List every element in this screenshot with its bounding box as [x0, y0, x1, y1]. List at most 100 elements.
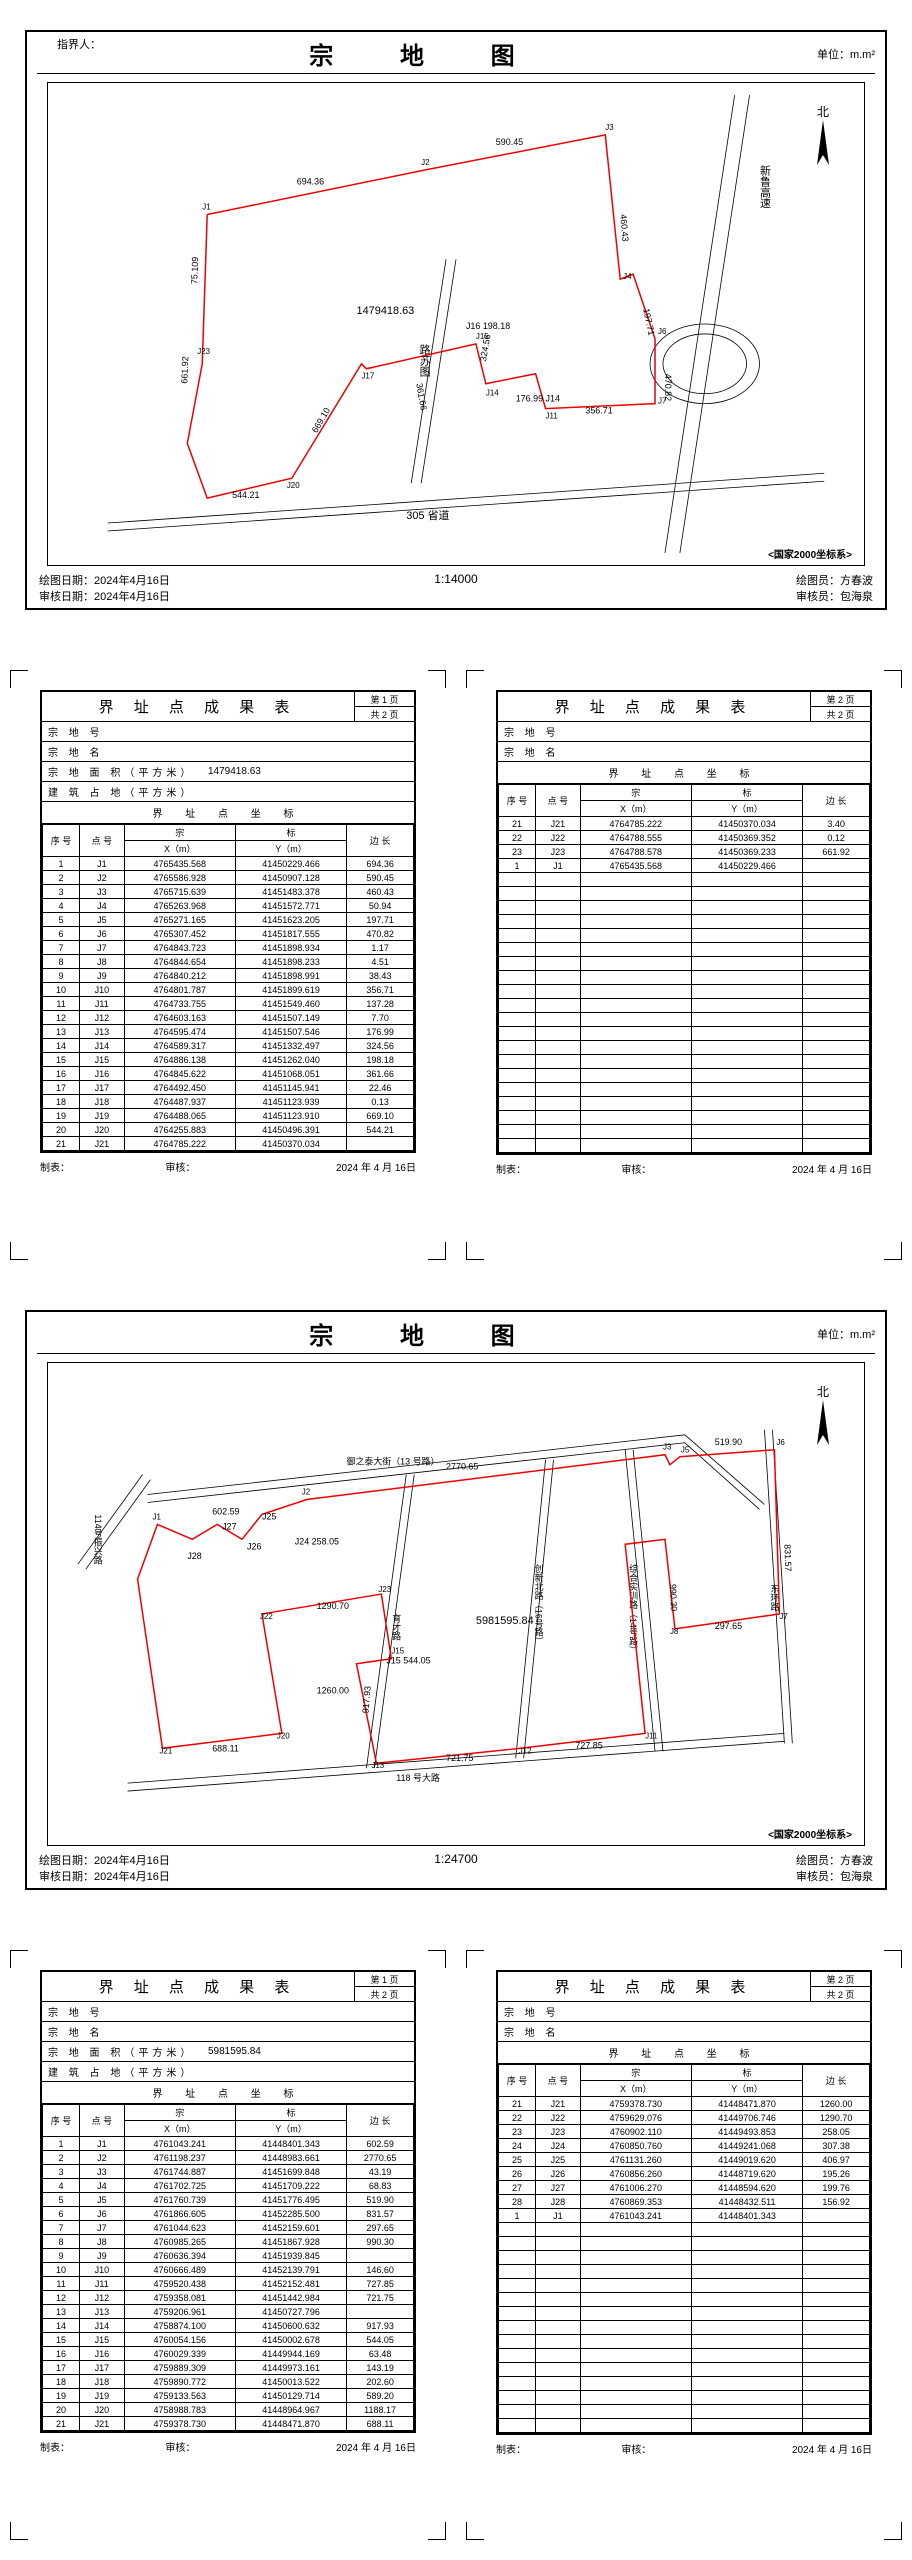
table-row: 19J194759133.56341450129.714589.20: [43, 2389, 414, 2403]
table-row: 4J44761702.72541451709.22268.83: [43, 2179, 414, 2193]
area-text-1: 1479418.63: [356, 305, 414, 317]
svg-text:519.90: 519.90: [715, 1437, 742, 1447]
table-row: [499, 971, 870, 985]
table-row: 9J94764840.21241451898.99138.43: [43, 969, 414, 983]
table-row: 14J144758874.10041450600.632917.93: [43, 2319, 414, 2333]
svg-text:460.43: 460.43: [618, 214, 630, 242]
drawer-1: 方春波: [840, 575, 873, 587]
table-row: 1J14765435.56841450229.466694.36: [43, 857, 414, 871]
svg-text:育才路: 育才路: [391, 1613, 401, 1642]
table-row: [499, 2251, 870, 2265]
lbl-area: 宗 地 面 积（平方米）: [42, 762, 202, 781]
draw-date-lbl: 绘图日期：: [39, 575, 94, 587]
svg-text:5981595.84: 5981595.84: [476, 1615, 534, 1627]
svg-text:J20: J20: [287, 481, 300, 490]
svg-text:J15 544.05: J15 544.05: [386, 1656, 430, 1666]
svg-text:356.71: 356.71: [585, 406, 612, 416]
svg-text:J26: J26: [247, 1541, 261, 1551]
table-row: 17J174759889.30941449973.161143.19: [43, 2361, 414, 2375]
tf-date: 2024 年 4 月 16日: [291, 1159, 416, 1174]
svg-text:J20: J20: [277, 1731, 290, 1740]
lbl-name: 宗 地 名: [42, 742, 162, 761]
table-row: 18J184759890.77241450013.522202.60: [43, 2375, 414, 2389]
tables-page-1: 界 址 点 成 果 表 第 1 页共 2 页 宗 地 号 宗 地 名 宗 地 面…: [0, 640, 912, 1280]
table-row: [499, 943, 870, 957]
table-row: 11J114764733.75541451549.460137.28: [43, 997, 414, 1011]
drawer-lbl: 绘图员：: [796, 575, 840, 587]
svg-text:J2: J2: [421, 158, 430, 167]
svg-text:544.21: 544.21: [232, 490, 259, 500]
svg-text:综合实训路（14号路）: 综合实训路（14号路）: [628, 1563, 638, 1655]
svg-text:114号振兴路: 114号振兴路: [93, 1514, 103, 1565]
svg-text:J4: J4: [623, 272, 632, 281]
table-row: [499, 999, 870, 1013]
svg-text:J23: J23: [378, 1585, 391, 1594]
map-body-1: 北 <国家2000坐标系> 305 省道 新鲁高速 路苏图: [47, 82, 865, 566]
svg-text:1260.00: 1260.00: [317, 1686, 349, 1696]
svg-text:J2: J2: [302, 1488, 311, 1497]
coords-table-1a: 序 号 点 号 宗 标 边 长 X（m）Y（m） 1J14765435.5684…: [42, 824, 414, 1151]
lbl-bldg: 建 筑 占 地（平方米）: [42, 782, 202, 801]
area-val-2: 5981595.84: [202, 2044, 414, 2059]
table-row: 6J64761866.60541452285.500831.57: [43, 2207, 414, 2221]
table-row: [499, 1041, 870, 1055]
table-row: 1J14761043.24141448401.343602.59: [43, 2137, 414, 2151]
svg-text:2770.65: 2770.65: [446, 1462, 478, 1472]
table-row: [499, 1027, 870, 1041]
check-date-1: 2024年4月16日: [94, 591, 170, 603]
table-row: 5J54765271.16541451623.205197.71: [43, 913, 414, 927]
coords-table-2a: 序 号 点 号 宗 标 边 长 X（m）Y（m） 1J14761043.2414…: [42, 2104, 414, 2431]
svg-text:917.93: 917.93: [360, 1686, 372, 1714]
table-row: 10J104760666.48941452139.791146.60: [43, 2263, 414, 2277]
table-row: 27J274761006.27041448594.620199.76: [499, 2181, 870, 2195]
table-row: [499, 1139, 870, 1153]
table-row: 4J44765263.96841451572.77150.94: [43, 899, 414, 913]
scale-2: 1:24700: [317, 1852, 595, 1884]
table-row: [499, 929, 870, 943]
svg-text:75.109: 75.109: [189, 257, 200, 285]
crs-label: <国家2000坐标系>: [768, 546, 852, 561]
table-row: 7J74761044.62341452159.601297.65: [43, 2221, 414, 2235]
table-row: [499, 2405, 870, 2419]
table-row: 25J254761131.26041449019.620406.97: [499, 2153, 870, 2167]
table-row: [499, 887, 870, 901]
coord-section: 界 址 点 坐 标: [42, 802, 414, 824]
map-page-1: 指界人： 宗 地 图 单位：m.m² 北 <国家2000坐标系> 305 省道: [0, 0, 912, 640]
table-row: [499, 2377, 870, 2391]
table-row: 2J24761198.23741448983.6612770.65: [43, 2151, 414, 2165]
table-row: 5J54761760.73941451776.495519.90: [43, 2193, 414, 2207]
svg-text:J5: J5: [681, 1446, 690, 1455]
panel-1-left: 界 址 点 成 果 表 第 1 页共 2 页 宗 地 号 宗 地 名 宗 地 面…: [10, 670, 446, 1260]
coords-table-1b: 序 号 点 号 宗 标 边 长 X（m）Y（m） 21J214764785.22…: [498, 784, 870, 1153]
tables-page-2: 界 址 点 成 果 表 第 1 页共 2 页 宗 地 号 宗 地 名 宗 地 面…: [0, 1920, 912, 2560]
map-body-2: 北 <国家2000坐标系> 114号振兴路 御之泰大街（13 号路） 118 号…: [47, 1362, 865, 1846]
unit-label: 单位：m.m²: [817, 46, 875, 62]
table-row: [499, 901, 870, 915]
table-row: 12J124764603.16341451507.1497.70: [43, 1011, 414, 1025]
svg-text:J15: J15: [391, 1647, 404, 1656]
table-row: 3J34765715.63941451483.378460.43: [43, 885, 414, 899]
table-row: 14J144764589.31741451332.497324.56: [43, 1039, 414, 1053]
svg-text:御之泰大街（13 号路）: 御之泰大街（13 号路）: [347, 1456, 440, 1467]
panel-2-right: 界 址 点 成 果 表 第 2 页共 2 页 宗 地 号 宗 地 名 界 址 点…: [466, 1950, 902, 2540]
svg-text:J17: J17: [361, 372, 374, 381]
table-row: 21J214764785.22241450370.034: [43, 1137, 414, 1151]
table-row: [499, 1013, 870, 1027]
svg-text:J1: J1: [202, 203, 211, 212]
table-row: 13J134764595.47441451507.546176.99: [43, 1025, 414, 1039]
lbl-no: 宗 地 号: [42, 722, 162, 741]
table-row: 1J14761043.24141448401.343: [499, 2209, 870, 2223]
table-row: 23J234764788.57841450369.233661.92: [499, 845, 870, 859]
svg-text:688.11: 688.11: [212, 1743, 239, 1753]
road-south: 305 省道: [406, 508, 449, 522]
svg-text:602.59: 602.59: [212, 1506, 239, 1516]
svg-text:J3: J3: [663, 1443, 672, 1452]
map-page-2: 宗 地 图 单位：m.m² 北 <国家2000坐标系> 114号振兴路 御之泰大…: [0, 1280, 912, 1920]
road-inner: 路苏图: [418, 344, 430, 378]
svg-text:J25: J25: [262, 1511, 276, 1521]
svg-text:J13: J13: [371, 1761, 384, 1770]
table-row: [499, 2419, 870, 2433]
table-row: 15J154760054.15641450002.678544.05: [43, 2333, 414, 2347]
svg-text:J7: J7: [779, 1612, 788, 1621]
table-row: 19J194764488.06541451123.910669.10: [43, 1109, 414, 1123]
